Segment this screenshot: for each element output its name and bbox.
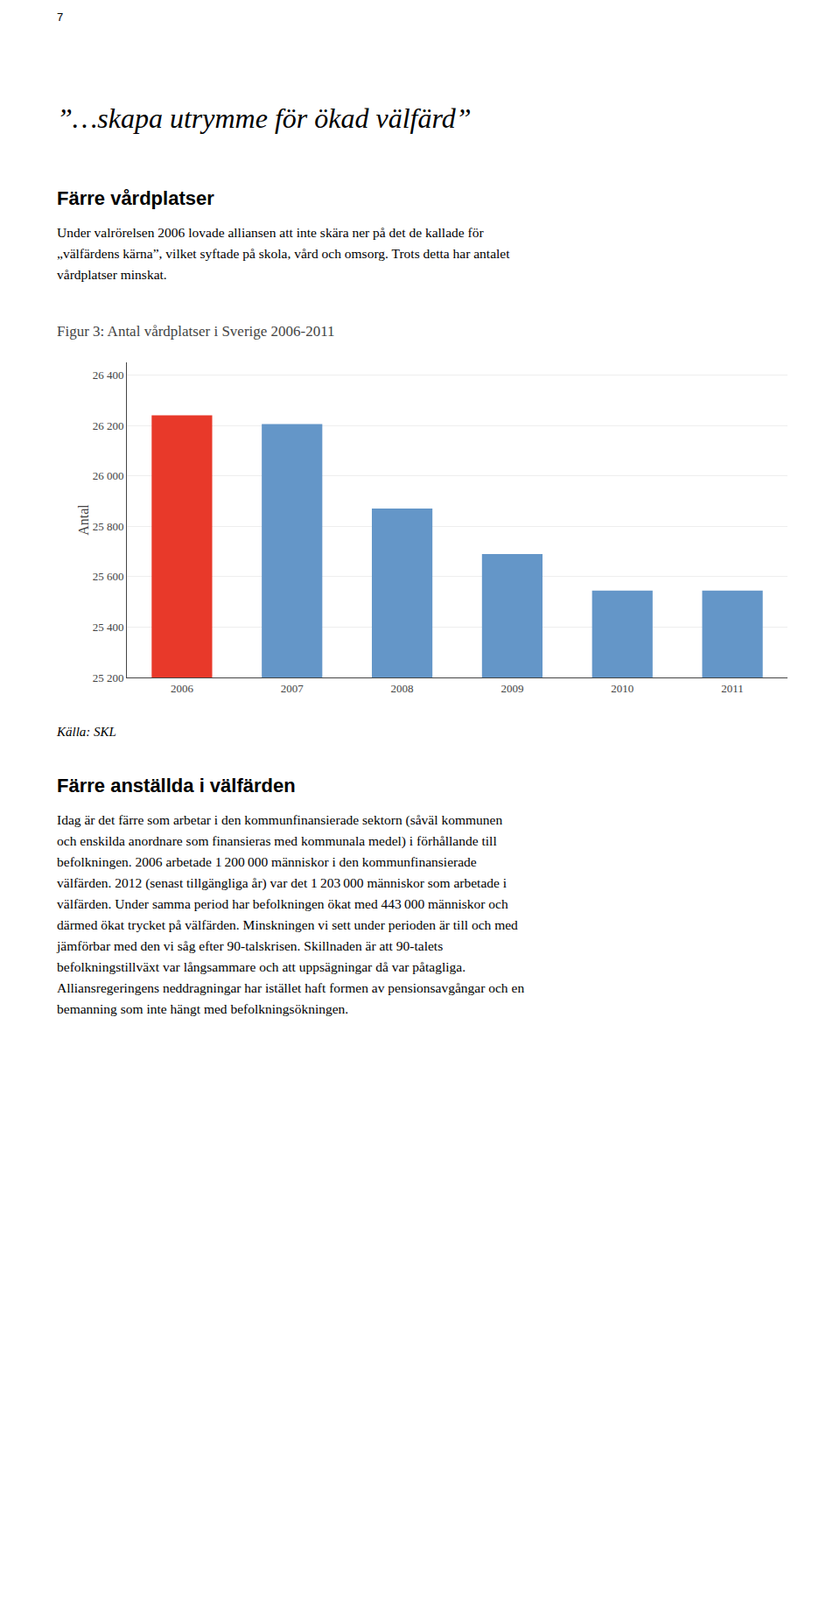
svg-text:26 200: 26 200 bbox=[92, 419, 125, 433]
html-text:Under valrörelsen 2006 lovade: Under valrörelsen 2006 lovade alliansen … bbox=[56, 224, 510, 282]
svg-text:25 400: 25 400 bbox=[92, 620, 125, 634]
svg-text:25 800: 25 800 bbox=[92, 519, 125, 533]
svg-text:25 200: 25 200 bbox=[92, 671, 125, 685]
svg-text:26 000: 26 000 bbox=[92, 469, 125, 483]
html-text:Färre vårdplatser: Färre vårdplatser bbox=[56, 187, 215, 210]
svg-text:26 400: 26 400 bbox=[92, 368, 125, 382]
svg-text:2010: 2010 bbox=[610, 681, 634, 695]
svg-text:2007: 2007 bbox=[280, 681, 305, 695]
svg-text:2006: 2006 bbox=[170, 681, 195, 695]
html-text:Källa: SKL: Källa: SKL bbox=[56, 724, 117, 739]
svg-text:2009: 2009 bbox=[500, 681, 524, 695]
html-text:7: 7 bbox=[56, 10, 64, 24]
svg-text:2011: 2011 bbox=[721, 681, 744, 695]
svg-text:25 600: 25 600 bbox=[92, 569, 125, 583]
html-text:Idag är det färre som arbetar: Idag är det färre som arbetar i den komm… bbox=[56, 812, 525, 1017]
html-text:”…skapa utrymme för ökad välfä: ”…skapa utrymme för ökad välfärd” bbox=[56, 102, 472, 134]
svg-text:2008: 2008 bbox=[391, 681, 414, 695]
html-text:Färre anställda i välfärden: Färre anställda i välfärden bbox=[56, 774, 296, 797]
svg-text:Antal: Antal bbox=[76, 504, 91, 536]
svg-text:Figur 3: Antal vårdplatser i S: Figur 3: Antal vårdplatser i Sverige 200… bbox=[56, 322, 336, 340]
